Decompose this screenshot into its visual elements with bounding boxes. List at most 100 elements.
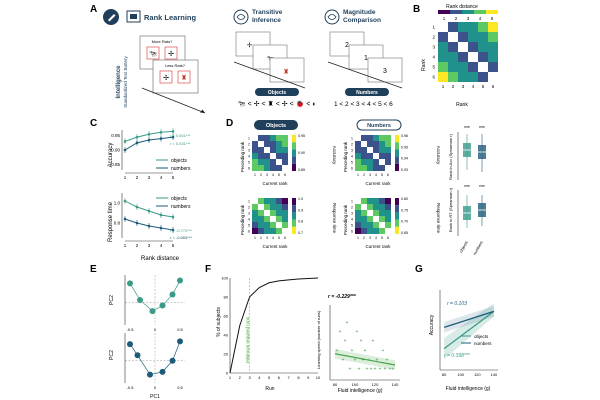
ti-screen-3 <box>269 57 305 83</box>
heat-cell-num-acc <box>367 159 373 165</box>
heat-cell-num-rt <box>373 204 379 210</box>
ti-screen-1-icon: ✢ <box>247 42 252 49</box>
data-point-numbers <box>135 141 139 145</box>
y-tick: 1 <box>248 199 250 203</box>
x-tick-label: 5 <box>172 175 175 180</box>
cow-icon: 🐄 <box>149 50 158 58</box>
heat-cell-obj-acc <box>282 153 288 159</box>
heat-cell-obj-acc <box>252 135 258 141</box>
scatter-point: + <box>339 329 342 335</box>
heat-cell-num-acc <box>379 135 385 141</box>
x-tick: 5 <box>381 236 383 240</box>
pca-point-objects <box>177 277 183 284</box>
heat-cell-obj-acc <box>252 153 258 159</box>
x-tick-label: 5 <box>172 243 175 248</box>
heat-cell-num-acc <box>367 135 373 141</box>
panelg-chart: 80 100 120 140 <box>439 290 498 377</box>
scatter-point: + <box>344 339 347 345</box>
paneld-xlabel-3: Current rank <box>365 181 391 186</box>
sig-1: *** <box>464 126 470 132</box>
panel-letter-b: B <box>413 4 420 15</box>
scatter-point: + <box>364 348 367 354</box>
heat-cell-num-rt <box>367 210 373 216</box>
colorbar-tick: 5 <box>491 16 494 21</box>
heat-cell <box>478 32 488 42</box>
colorbar-segment <box>292 212 296 220</box>
colorbar-segment <box>395 135 399 143</box>
colorbar-segment <box>395 142 399 150</box>
heat-cell-num-rt <box>355 198 361 204</box>
heat-cell-num-rt <box>373 198 379 204</box>
x-tick-label: 3 <box>148 243 151 248</box>
colorbar-segment <box>292 163 296 171</box>
x-tick: 1 <box>357 173 359 177</box>
x-tick: 6 <box>492 84 495 89</box>
colorbar-segment <box>292 135 296 143</box>
scatter-point: + <box>372 339 375 345</box>
objects-band <box>444 303 494 360</box>
panel-letter-g: G <box>415 264 423 275</box>
colorbar-segment <box>395 226 399 234</box>
panele-xlabel: PC1 <box>150 394 160 400</box>
heat-cell-num-acc <box>355 159 361 165</box>
pca-point-objects <box>127 280 133 287</box>
heat-cell-num-rt <box>385 228 391 234</box>
legend-objects-label: objects <box>171 158 187 164</box>
heat-cell-obj-acc <box>282 147 288 153</box>
heat-cell-obj-acc <box>270 135 276 141</box>
ti-screens: ✢ 🐄 ♜ <box>233 31 306 89</box>
heat-cell <box>448 62 458 72</box>
sig-4: *** <box>479 185 485 191</box>
intelligence-sublabel: Standardized Test Battery <box>123 56 128 108</box>
colorbar-tick: 4 <box>479 16 482 21</box>
panele-pca-plots: -0.5 0 0.5 -0.5 0 0.5 <box>124 275 185 390</box>
panelc-acc-stat-2: r = 0.531*** <box>170 141 191 146</box>
x-tick: 6 <box>278 375 281 380</box>
heat-cell-num-acc <box>361 147 367 153</box>
x-tick: 4 <box>472 84 475 89</box>
data-point-objects <box>147 209 151 213</box>
scatter-point: + <box>349 367 352 373</box>
panelf-cumulative-chart: 100 80 60 40 20 01 2 3 4 5 6 7 8 9 10 <box>221 276 321 381</box>
panel-letter-c: C <box>90 118 97 129</box>
pca-point-objects <box>149 308 156 315</box>
heat-cell <box>448 22 458 32</box>
heat-cell-obj-acc <box>258 141 264 147</box>
y-tick: 2 <box>432 35 435 40</box>
heat-cell-obj-acc <box>270 165 276 171</box>
mc-screen-3-digit: 3 <box>383 68 387 75</box>
heat-cell-num-acc <box>385 141 391 147</box>
card-less-box-right <box>177 70 191 84</box>
box-x-numbers: numbers <box>472 240 484 256</box>
heat-cell <box>438 72 448 82</box>
heat-cell-num-rt <box>379 228 385 234</box>
time-arrow <box>141 87 206 114</box>
colorbar-tick: 1.0 <box>298 197 303 201</box>
paneld-objects-pill <box>254 120 298 130</box>
heat-cell <box>468 22 478 32</box>
heat-cell <box>448 72 458 82</box>
y-tick: 2 <box>351 142 353 146</box>
x-tick: 3 <box>266 173 268 177</box>
x-tick-label: 2 <box>136 243 139 248</box>
y-tick: 2 <box>248 142 250 146</box>
heat-cell-obj-rt <box>282 210 288 216</box>
scatter-point: + <box>376 357 379 363</box>
y-tick: 4 <box>351 154 353 158</box>
heat-cell-obj-acc <box>276 153 282 159</box>
heat-cell-num-acc <box>373 141 379 147</box>
pca-point-numbers <box>159 368 166 375</box>
x-tick: 6 <box>284 173 286 177</box>
colorbar-segment <box>438 10 450 14</box>
panelb-colorbar-ticks: 1 2 3 4 5 <box>443 16 494 21</box>
scatter-point: + <box>366 367 369 373</box>
x-tick-label: 4 <box>160 175 163 180</box>
panelc-acc-stat-1: r = 0.601*** <box>170 133 191 138</box>
heat-cell <box>438 22 448 32</box>
y-tick: 6 <box>248 166 250 170</box>
paneld-ylabel-4: Preceding rank <box>343 204 348 235</box>
scatter-point: + <box>370 367 373 373</box>
heat-cell <box>468 42 478 52</box>
